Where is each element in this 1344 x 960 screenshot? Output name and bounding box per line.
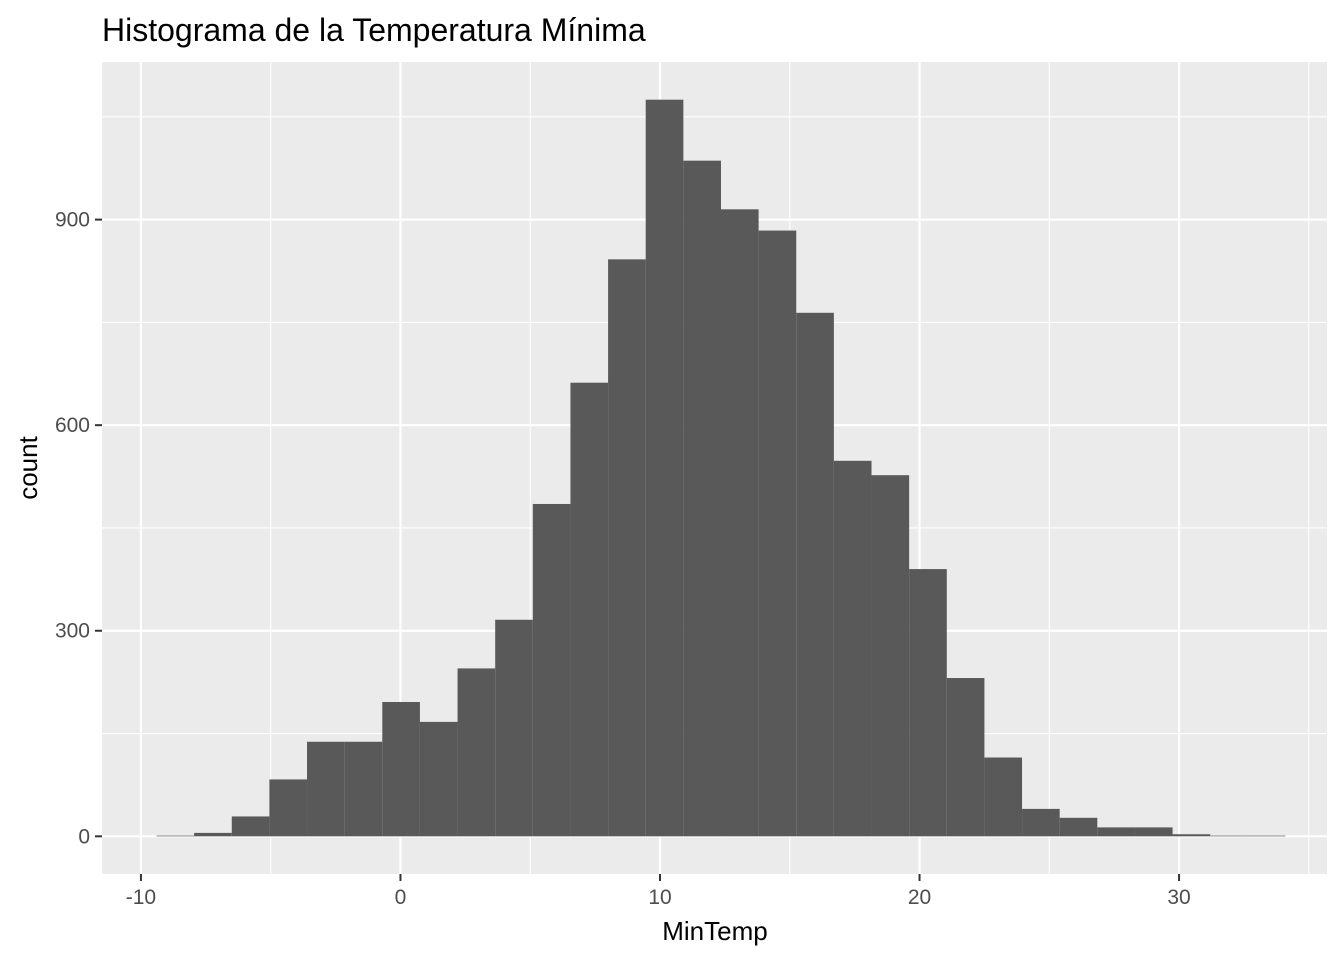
y-tick-label: 900 xyxy=(55,209,90,232)
histogram-bars xyxy=(156,99,1286,837)
histogram-bar xyxy=(758,230,797,837)
x-tick-label: 0 xyxy=(395,886,407,909)
chart-title: Histograma de la Temperatura Mínima xyxy=(102,12,646,48)
histogram-bar xyxy=(532,503,571,837)
x-tick-label: -10 xyxy=(126,886,156,909)
histogram-bar xyxy=(1210,835,1248,837)
x-axis: -10 0 10 20 30 xyxy=(126,874,1191,909)
histogram-bar xyxy=(796,312,834,837)
histogram-bar xyxy=(720,209,759,837)
histogram-bar xyxy=(1134,827,1173,837)
histogram-bar xyxy=(946,678,985,837)
histogram-bar xyxy=(1097,827,1135,837)
x-tick-label: 20 xyxy=(908,886,931,909)
histogram-bar xyxy=(269,779,308,837)
histogram-bar xyxy=(645,99,684,837)
histogram-bar xyxy=(231,816,270,837)
histogram-bar xyxy=(909,569,947,837)
histogram-bar xyxy=(833,460,872,837)
histogram-bar xyxy=(156,835,195,837)
y-tick-label: 600 xyxy=(55,414,90,437)
y-tick-label: 300 xyxy=(55,620,90,643)
histogram-bar xyxy=(344,741,383,837)
x-tick-label: 10 xyxy=(648,886,671,909)
y-tick-label: 0 xyxy=(78,825,90,848)
histogram-bar xyxy=(1172,834,1211,837)
histogram-bar xyxy=(419,721,458,837)
histogram-bar xyxy=(495,619,533,837)
histogram-bar xyxy=(608,259,646,837)
histogram-bar xyxy=(1022,808,1060,837)
x-tick-label: 30 xyxy=(1167,886,1190,909)
histogram-bar xyxy=(307,741,345,837)
histogram-bar xyxy=(683,160,721,837)
y-axis: 0 300 600 900 xyxy=(55,209,102,848)
histogram-bar xyxy=(382,702,420,837)
histogram-bar xyxy=(1059,817,1098,837)
x-axis-title: MinTemp xyxy=(662,916,767,946)
histogram-bar xyxy=(194,832,232,837)
histogram-bar xyxy=(984,757,1023,837)
histogram-bar xyxy=(570,382,609,837)
histogram-bar xyxy=(871,475,910,837)
y-axis-title: count xyxy=(13,435,43,499)
histogram-bar xyxy=(457,668,496,837)
histogram-bar xyxy=(1247,835,1286,837)
